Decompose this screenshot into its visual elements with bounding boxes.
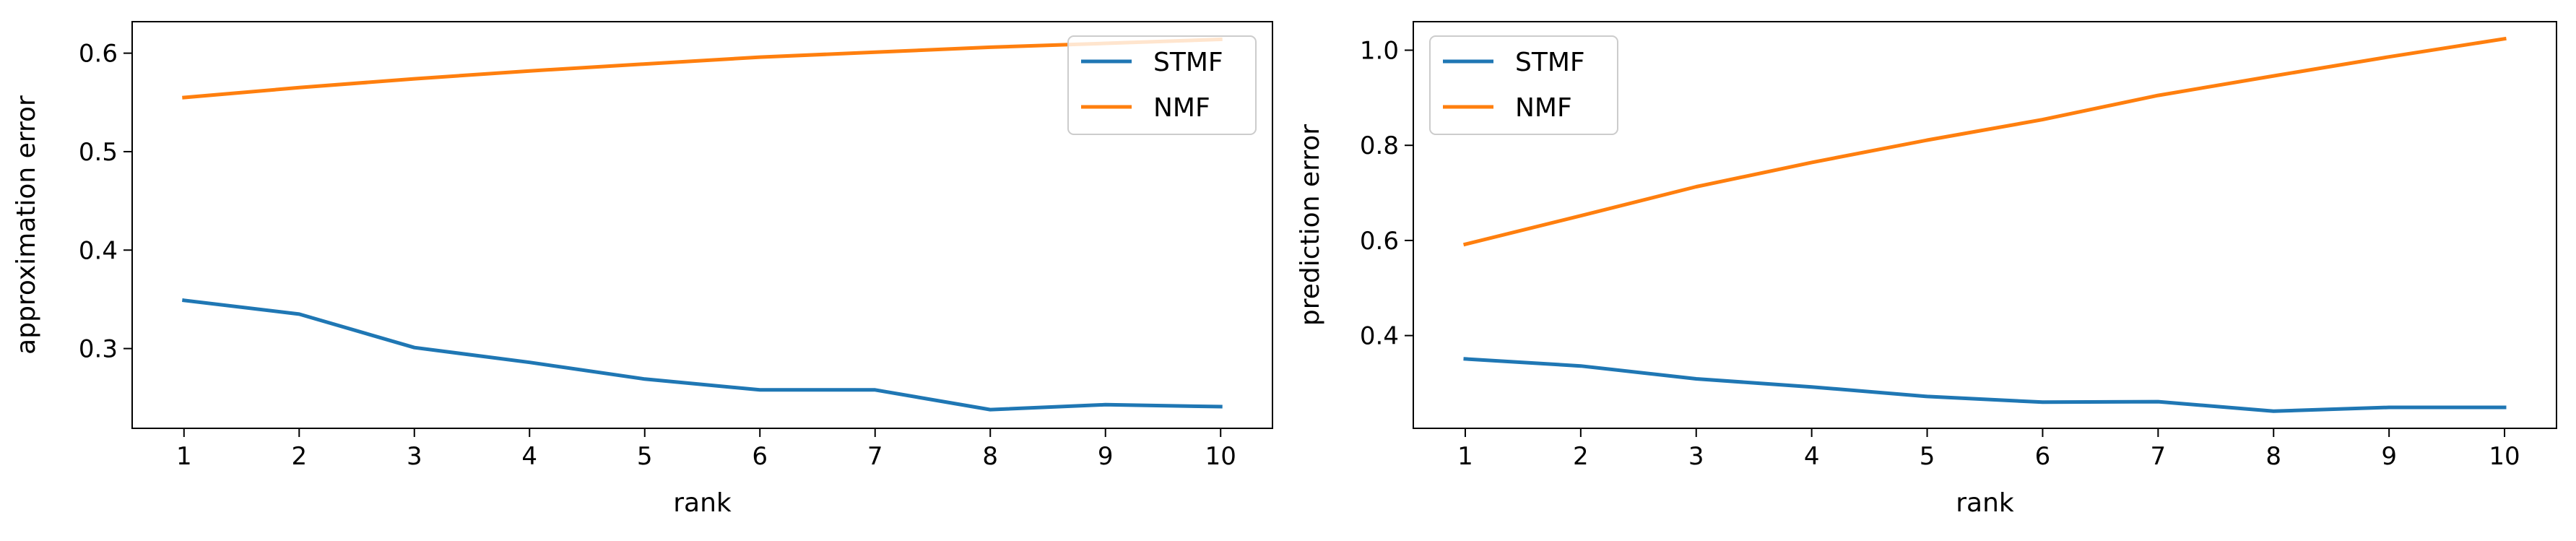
approximation-error-chart: rank approximation error 1 2 3 4 5 6 7 8 9 10 0.3 0… (12, 21, 1273, 518)
y-tick-label: 1.0 (1360, 37, 1399, 66)
x-tick-label: 8 (982, 442, 998, 471)
x-tick-label: 6 (752, 442, 768, 471)
y-tick-label: 0.4 (1360, 322, 1399, 351)
x-tick-label: 7 (867, 442, 883, 471)
nmf-series-line (182, 37, 1223, 100)
x-tick-label: 2 (1573, 442, 1589, 471)
x-tick-label: 10 (2489, 442, 2520, 471)
x-tick-label: 2 (291, 442, 307, 471)
nmf-series-line (1462, 36, 2507, 247)
y-tick-label: 0.6 (79, 40, 118, 69)
stmf-series-line (182, 298, 1223, 412)
y-axis-label: prediction error (1296, 124, 1325, 326)
legend: STMF NMF (1067, 35, 1257, 135)
x-tick-label: 9 (1098, 442, 1114, 471)
legend-label: STMF (1515, 48, 1585, 77)
x-tick-label: 3 (407, 442, 422, 471)
plot-frame (1413, 21, 2557, 429)
y-tick-label: 0.6 (1360, 227, 1399, 256)
prediction-error-chart: rank prediction error 1 2 3 4 5 6 7 8 9 10 0.4 0.6 0… (1296, 21, 2557, 518)
legend-label: NMF (1515, 93, 1572, 123)
y-tick-label: 0.5 (79, 138, 118, 167)
x-tick-label: 1 (1457, 442, 1473, 471)
x-tick-label: 10 (1205, 442, 1236, 471)
x-tick-label: 8 (2265, 442, 2281, 471)
y-tick-label: 0.3 (79, 335, 118, 364)
legend-label: STMF (1153, 48, 1223, 77)
x-tick-label: 5 (1920, 442, 1935, 471)
x-tick-label: 4 (1804, 442, 1820, 471)
x-tick-label: 5 (637, 442, 653, 471)
stmf-series-line (1463, 357, 2507, 413)
plot-frame (131, 21, 1273, 429)
y-axis-label: approximation error (12, 95, 41, 355)
x-tick-label: 7 (2151, 442, 2167, 471)
x-tick-label: 6 (2035, 442, 2051, 471)
y-tick-label: 0.4 (79, 236, 118, 265)
x-tick-label: 9 (2381, 442, 2397, 471)
y-tick-label: 0.8 (1360, 131, 1399, 160)
x-axis-label: rank (1956, 488, 2014, 518)
x-tick-label: 1 (176, 442, 192, 471)
x-axis-label: rank (673, 488, 732, 518)
legend-label: NMF (1153, 93, 1210, 123)
legend: STMF NMF (1429, 35, 1618, 135)
x-tick-label: 4 (521, 442, 537, 471)
x-tick-label: 3 (1688, 442, 1704, 471)
